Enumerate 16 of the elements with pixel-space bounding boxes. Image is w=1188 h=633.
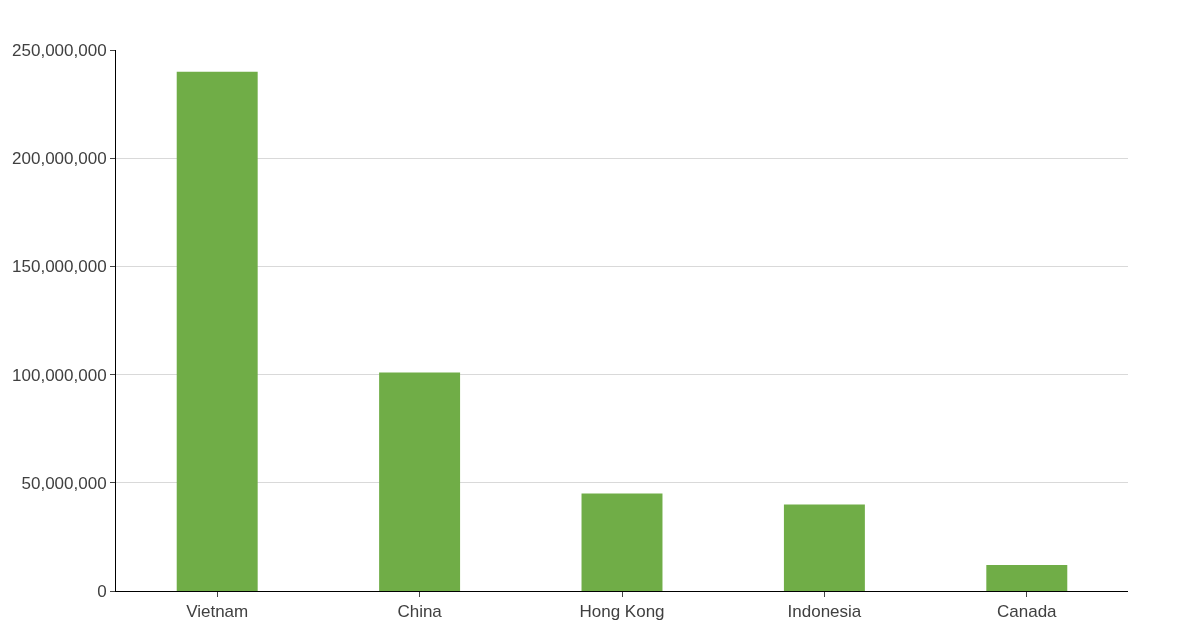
y-tick-label: 0 bbox=[97, 581, 107, 601]
x-tick-label: China bbox=[397, 602, 443, 622]
y-tick-label: 150,000,000 bbox=[12, 257, 107, 277]
x-tick-label: Indonesia bbox=[787, 602, 862, 622]
bar bbox=[581, 493, 663, 591]
x-tick-label: Hong Kong bbox=[579, 602, 665, 622]
x-tick-label: Vietnam bbox=[186, 602, 249, 622]
bar bbox=[379, 372, 461, 591]
bar bbox=[176, 71, 258, 591]
x-tick-label: Canada bbox=[997, 602, 1058, 622]
y-tick-label: 250,000,000 bbox=[12, 40, 107, 60]
y-tick-label: 200,000,000 bbox=[12, 149, 107, 169]
y-tick-label: 100,000,000 bbox=[12, 365, 107, 385]
bar bbox=[783, 504, 865, 591]
bar bbox=[986, 565, 1068, 591]
y-tick-label: 50,000,000 bbox=[21, 473, 107, 493]
